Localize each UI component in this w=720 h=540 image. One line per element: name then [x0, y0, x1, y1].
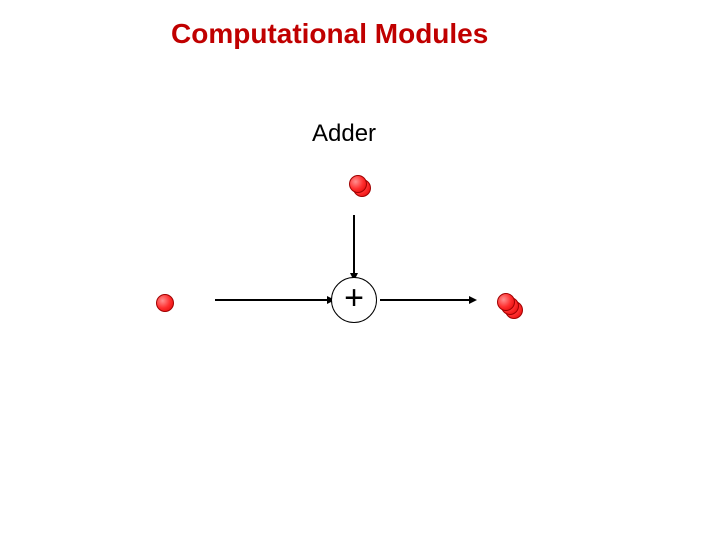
plus-icon: +	[331, 281, 377, 315]
arrow-left-line	[215, 299, 328, 301]
diagram-subtitle: Adder	[312, 120, 376, 148]
input-left-node	[156, 294, 174, 312]
arrow-right-line	[380, 299, 470, 301]
arrow-right-head	[469, 296, 477, 304]
arrow-top-line	[353, 215, 355, 274]
output-right-node	[497, 293, 515, 311]
page-title: Computational Modules	[171, 18, 488, 50]
input-top-node	[349, 175, 367, 193]
